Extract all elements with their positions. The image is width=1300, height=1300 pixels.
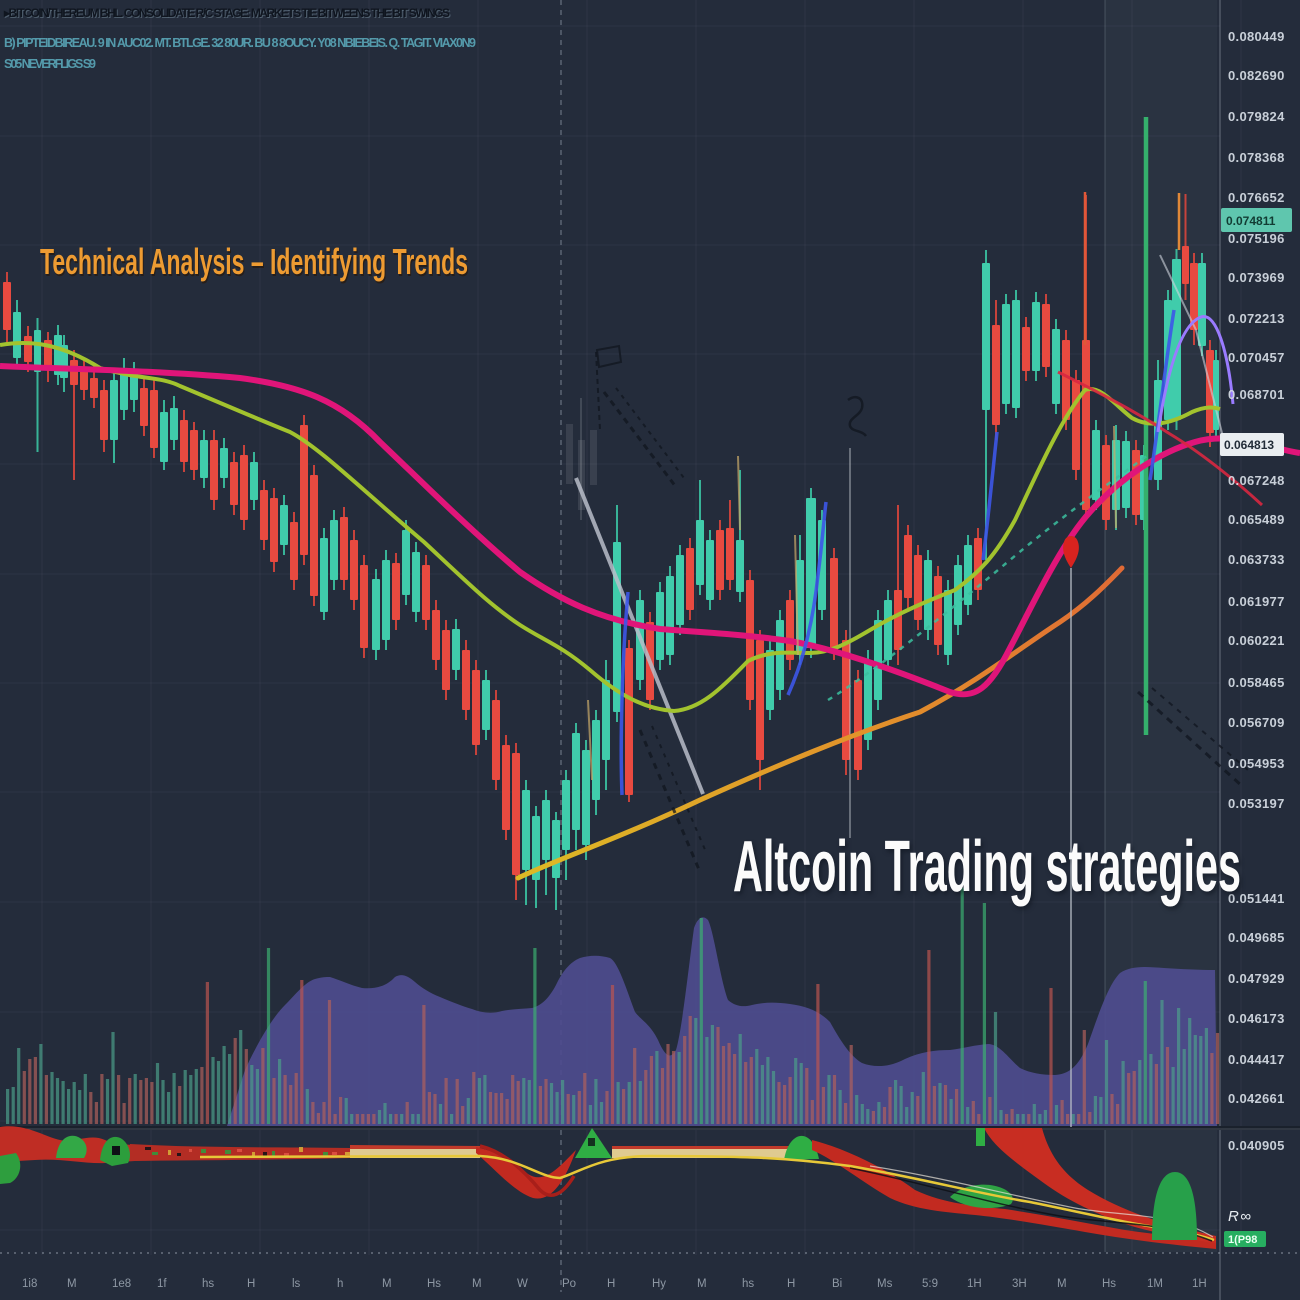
svg-text:0.053197: 0.053197	[1228, 796, 1285, 811]
svg-text:Bi: Bi	[832, 1278, 842, 1290]
svg-text:0.074811: 0.074811	[1226, 214, 1276, 228]
svg-text:hs: hs	[202, 1278, 214, 1290]
svg-text:0.051441: 0.051441	[1228, 891, 1285, 906]
svg-text:H: H	[607, 1278, 615, 1290]
svg-text:M: M	[472, 1278, 482, 1290]
svg-text:hs: hs	[742, 1278, 754, 1290]
svg-text:0.068701: 0.068701	[1228, 387, 1285, 402]
svg-text:R ∞: R ∞	[1228, 1208, 1251, 1225]
svg-text:M: M	[382, 1278, 392, 1290]
svg-text:Hy: Hy	[652, 1278, 666, 1290]
svg-text:0.058465: 0.058465	[1228, 675, 1285, 690]
svg-text:S05 NEVERFLIGS S9: S05 NEVERFLIGS S9	[4, 57, 96, 71]
svg-text:M: M	[67, 1278, 77, 1290]
svg-text:▸BITCOIN/THEREUM BHL. CONSOLID: ▸BITCOIN/THEREUM BHL. CONSOLIDATE R/C ST…	[4, 7, 451, 21]
svg-text:1M: 1M	[1147, 1278, 1163, 1290]
svg-text:Ms: Ms	[877, 1278, 893, 1290]
svg-text:0.049685: 0.049685	[1228, 930, 1285, 945]
svg-text:1(P98: 1(P98	[1228, 1234, 1257, 1246]
svg-text:0.075196: 0.075196	[1228, 231, 1285, 246]
svg-text:0.070457: 0.070457	[1228, 350, 1285, 365]
svg-text:Hs: Hs	[1102, 1278, 1116, 1290]
svg-text:1H: 1H	[967, 1278, 982, 1290]
svg-text:Hs: Hs	[427, 1278, 441, 1290]
svg-text:0.061977: 0.061977	[1228, 594, 1285, 609]
svg-text:1H: 1H	[1192, 1278, 1207, 1290]
svg-text:H: H	[247, 1278, 255, 1290]
svg-text:0.063733: 0.063733	[1228, 552, 1285, 567]
svg-text:0.067248: 0.067248	[1228, 473, 1285, 488]
svg-text:0.044417: 0.044417	[1228, 1052, 1285, 1067]
svg-text:1e8: 1e8	[112, 1278, 131, 1290]
svg-text:B) PIPTEIDBIREAU. 9 IN AUC02.: B) PIPTEIDBIREAU. 9 IN AUC02. MT. BTLGE.…	[4, 36, 476, 50]
svg-text:0.073969: 0.073969	[1228, 270, 1285, 285]
svg-text:0.078368: 0.078368	[1228, 150, 1285, 165]
svg-text:0.082690: 0.082690	[1228, 68, 1285, 83]
svg-text:0.046173: 0.046173	[1228, 1011, 1285, 1026]
svg-text:ls: ls	[292, 1278, 301, 1290]
svg-text:1i8: 1i8	[22, 1278, 37, 1290]
svg-text:1f: 1f	[157, 1278, 167, 1290]
svg-text:0.054953: 0.054953	[1228, 756, 1285, 771]
svg-text:0.056709: 0.056709	[1228, 715, 1285, 730]
svg-text:W: W	[517, 1278, 528, 1290]
svg-text:3H: 3H	[1012, 1278, 1027, 1290]
svg-text:Po: Po	[562, 1278, 576, 1290]
svg-text:M: M	[697, 1278, 707, 1290]
svg-text:0.076652: 0.076652	[1228, 190, 1285, 205]
svg-text:Technical Analysis – Identifyi: Technical Analysis – Identifying Trends	[40, 241, 468, 282]
svg-text:0.064813: 0.064813	[1224, 438, 1274, 452]
svg-text:▸BITCOIN/THEREUM BHL. CONSOLID: ▸BITCOIN/THEREUM BHL. CONSOLIDATE R/C ST…	[3, 6, 450, 20]
svg-text:Altcoin Trading strategies: Altcoin Trading strategies	[733, 827, 1241, 907]
svg-text:0.080449: 0.080449	[1228, 29, 1285, 44]
svg-text:H: H	[787, 1278, 795, 1290]
svg-text:h: h	[337, 1278, 343, 1290]
svg-text:0.060221: 0.060221	[1228, 633, 1285, 648]
svg-text:M: M	[1057, 1278, 1067, 1290]
svg-text:5:9: 5:9	[922, 1278, 938, 1290]
svg-text:0.079824: 0.079824	[1228, 109, 1285, 124]
svg-text:0.047929: 0.047929	[1228, 971, 1285, 986]
svg-text:0.065489: 0.065489	[1228, 512, 1285, 527]
svg-text:0.042661: 0.042661	[1228, 1091, 1285, 1106]
svg-text:0.040905: 0.040905	[1228, 1138, 1285, 1153]
svg-text:0.072213: 0.072213	[1228, 311, 1285, 326]
